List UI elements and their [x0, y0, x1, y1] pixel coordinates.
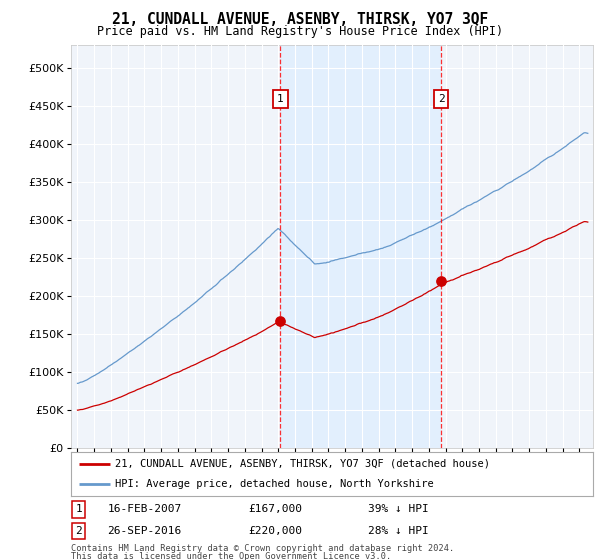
Text: 26-SEP-2016: 26-SEP-2016	[107, 526, 182, 536]
Text: HPI: Average price, detached house, North Yorkshire: HPI: Average price, detached house, Nort…	[115, 479, 434, 489]
Text: 2: 2	[437, 94, 445, 104]
Text: £220,000: £220,000	[248, 526, 302, 536]
Bar	[280, 45, 441, 448]
Text: 1: 1	[277, 94, 284, 104]
Text: Contains HM Land Registry data © Crown copyright and database right 2024.: Contains HM Land Registry data © Crown c…	[71, 544, 454, 553]
Text: £167,000: £167,000	[248, 505, 302, 514]
Text: This data is licensed under the Open Government Licence v3.0.: This data is licensed under the Open Gov…	[71, 552, 391, 560]
Text: 16-FEB-2007: 16-FEB-2007	[107, 505, 182, 514]
Text: 39% ↓ HPI: 39% ↓ HPI	[368, 505, 429, 514]
Text: 2: 2	[75, 526, 82, 536]
Text: 21, CUNDALL AVENUE, ASENBY, THIRSK, YO7 3QF (detached house): 21, CUNDALL AVENUE, ASENBY, THIRSK, YO7 …	[115, 459, 490, 469]
Text: 1: 1	[75, 505, 82, 514]
Point	[275, 316, 285, 325]
Text: 21, CUNDALL AVENUE, ASENBY, THIRSK, YO7 3QF: 21, CUNDALL AVENUE, ASENBY, THIRSK, YO7 …	[112, 12, 488, 27]
Text: 28% ↓ HPI: 28% ↓ HPI	[368, 526, 429, 536]
Text: Price paid vs. HM Land Registry's House Price Index (HPI): Price paid vs. HM Land Registry's House …	[97, 25, 503, 38]
Point	[436, 276, 446, 285]
